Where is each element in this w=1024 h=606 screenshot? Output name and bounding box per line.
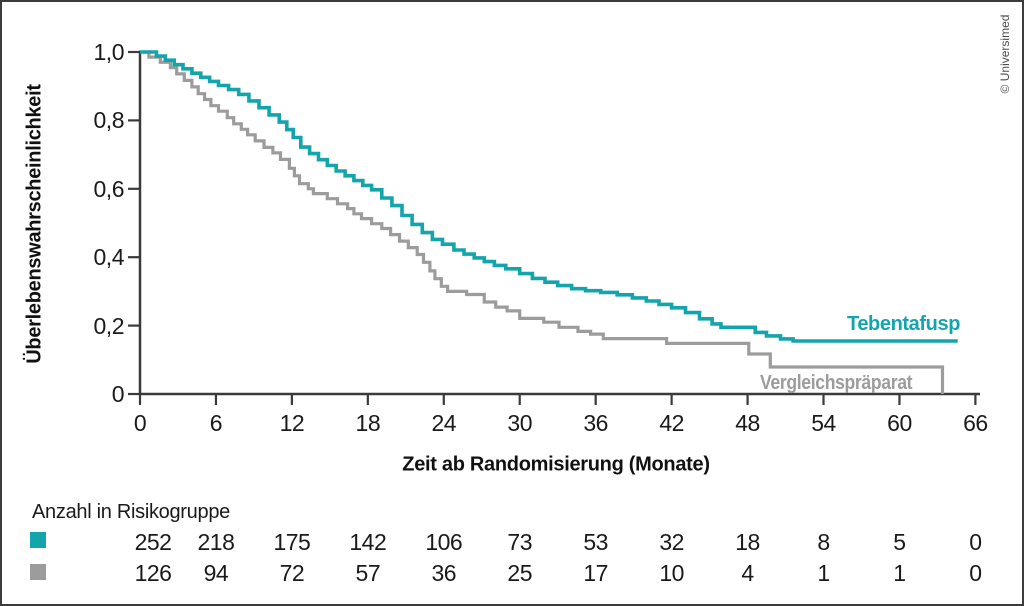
risk-count-vergleichspräparat-m48: 4 (741, 560, 754, 586)
risk-count-vergleichspräparat-m36: 17 (583, 560, 608, 586)
risk-count-tebentafusp-m24: 106 (425, 529, 463, 555)
x-tick-label-36: 36 (583, 410, 608, 436)
x-tick-label-30: 30 (507, 410, 533, 436)
risk-count-vergleichspräparat-m30: 25 (507, 560, 533, 586)
x-tick-label-0: 0 (133, 410, 147, 436)
x-tick-label-60: 60 (887, 410, 912, 436)
risk-count-vergleichspräparat-m54: 1 (817, 560, 830, 586)
y-tick-label-0,6: 0,6 (93, 175, 125, 202)
tebentafusp-legend-swatch (30, 532, 46, 548)
risk-count-tebentafusp-m0: 252 (134, 529, 172, 555)
x-tick-label-18: 18 (355, 410, 381, 436)
risk-count-vergleichspräparat-m6: 94 (203, 560, 229, 586)
x-tick-label-66: 66 (963, 410, 988, 436)
risk-count-tebentafusp-m42: 32 (659, 529, 684, 555)
risk-count-vergleichspräparat-m0: 126 (134, 560, 172, 586)
comparator-curve-label: Vergleichspräparat (760, 372, 913, 394)
x-tick-label-54: 54 (811, 410, 836, 436)
x-tick-label-48: 48 (735, 410, 760, 436)
risk-count-vergleichspräparat-m60: 1 (893, 560, 906, 586)
tebentafusp-curve-label: Tebentafusp (847, 313, 961, 335)
y-tick-label-0: 0 (111, 381, 125, 407)
risk-table-title: Anzahl in Risikogruppe (32, 501, 230, 523)
risk-count-tebentafusp-m66: 0 (969, 529, 982, 555)
risk-count-vergleichspräparat-m24: 36 (431, 560, 457, 586)
x-tick-label-42: 42 (659, 410, 684, 436)
risk-count-vergleichspräparat-m12: 72 (279, 560, 305, 586)
copyright-credit: © Universimed (998, 14, 1012, 94)
x-tick-label-24: 24 (431, 410, 457, 436)
risk-count-tebentafusp-m18: 142 (349, 529, 387, 555)
comparator-legend-swatch (30, 564, 46, 580)
x-tick-label-12: 12 (279, 410, 305, 436)
risk-count-tebentafusp-m54: 8 (817, 529, 830, 555)
axis-tick-marks (128, 50, 977, 405)
risk-count-tebentafusp-m6: 218 (197, 529, 235, 555)
y-tick-label-0,4: 0,4 (93, 244, 125, 271)
risk-count-tebentafusp-m48: 18 (735, 529, 760, 555)
risk-count-tebentafusp-m12: 175 (273, 529, 311, 555)
y-tick-label-0,2: 0,2 (93, 312, 125, 339)
y-tick-label-1,0: 1,0 (93, 39, 125, 65)
x-tick-label-6: 6 (209, 410, 223, 436)
y-axis-title: Überlebenswahrscheinlichkeit (23, 84, 46, 364)
risk-count-tebentafusp-m30: 73 (507, 529, 533, 555)
tebentafusp-survival-curve (140, 50, 958, 343)
risk-count-tebentafusp-m60: 5 (893, 529, 906, 555)
y-tick-label-0,8: 0,8 (93, 107, 125, 134)
risk-count-vergleichspräparat-m18: 57 (355, 560, 381, 586)
risk-count-tebentafusp-m36: 53 (583, 529, 608, 555)
x-axis-title: Zeit ab Randomisierung (Monate) (402, 453, 710, 476)
risk-count-vergleichspräparat-m42: 10 (659, 560, 684, 586)
risk-count-vergleichspräparat-m66: 0 (969, 560, 982, 586)
comparator-survival-curve (140, 50, 945, 394)
